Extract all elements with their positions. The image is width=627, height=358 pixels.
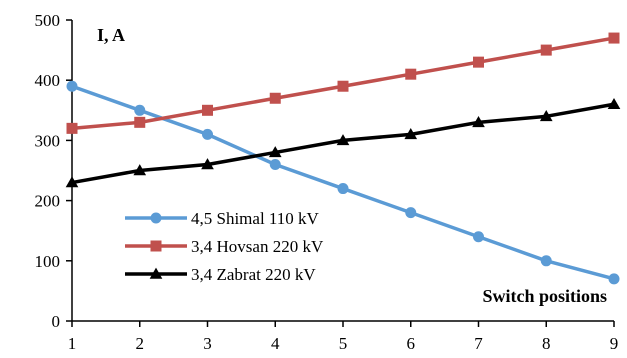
x-tick-label: 5	[339, 334, 348, 353]
series-layer	[65, 32, 621, 285]
legend-marker	[150, 240, 162, 252]
data-point	[269, 158, 281, 170]
data-point	[134, 104, 146, 116]
legend-label: 4,5 Shimal 110 kV	[191, 209, 320, 228]
data-point	[269, 92, 281, 104]
series-triangle	[65, 97, 621, 188]
x-tick-label: 8	[542, 334, 551, 353]
data-point	[66, 80, 78, 92]
y-tick-label: 300	[35, 131, 61, 150]
data-point	[202, 104, 213, 116]
data-point	[540, 44, 552, 56]
x-tick-label: 9	[610, 334, 619, 353]
data-point	[202, 128, 213, 140]
data-point	[608, 273, 620, 285]
y-tick-label: 400	[35, 71, 61, 90]
data-point	[607, 97, 621, 110]
data-point	[268, 146, 282, 158]
y-tick-label: 500	[35, 11, 61, 30]
legend-label: 3,4 Hovsan 220 kV	[191, 237, 324, 256]
legend-item: 3,4 Hovsan 220 kV	[125, 237, 324, 256]
x-tick-label: 2	[136, 334, 145, 353]
data-point	[473, 56, 484, 68]
legend: 4,5 Shimal 110 kV 3,4 Hovsan 220 kV 3,4 Za…	[125, 209, 324, 284]
data-point	[405, 68, 417, 80]
data-point	[134, 116, 146, 128]
x-tick-label: 7	[474, 334, 483, 353]
data-point	[473, 231, 484, 243]
data-point	[337, 80, 349, 92]
x-ticks: 1 2 3 4 5 6 7 8 9	[68, 321, 619, 353]
x-tick-label: 3	[203, 334, 212, 353]
legend-marker	[149, 267, 163, 279]
x-tick-label: 1	[68, 334, 77, 353]
series-circle	[66, 80, 620, 285]
data-point	[337, 183, 349, 195]
x-tick-label: 4	[271, 334, 280, 353]
data-point	[66, 122, 78, 134]
x-axis-label: Switch positions	[482, 286, 607, 306]
legend-item: 4,5 Shimal 110 kV	[125, 209, 320, 228]
x-tick-label: 6	[407, 334, 416, 353]
y-ticks: 0 100 200 300 400 500	[35, 11, 72, 331]
y-tick-label: 0	[52, 312, 61, 331]
data-point	[539, 109, 553, 122]
data-point	[404, 128, 418, 140]
data-point	[65, 176, 79, 188]
y-tick-label: 100	[35, 252, 61, 271]
data-point	[405, 207, 417, 219]
y-axis-label: I, A	[97, 25, 125, 45]
legend-marker	[150, 212, 162, 224]
data-point	[133, 164, 147, 176]
data-point	[472, 116, 485, 128]
series-square	[66, 32, 620, 134]
data-point	[608, 32, 620, 44]
data-point	[336, 134, 350, 146]
legend-label: 3,4 Zabrat 220 kV	[191, 265, 316, 284]
data-point	[201, 158, 214, 170]
y-tick-label: 200	[35, 192, 61, 211]
legend-item: 3,4 Zabrat 220 kV	[125, 265, 316, 284]
data-point	[540, 255, 552, 267]
